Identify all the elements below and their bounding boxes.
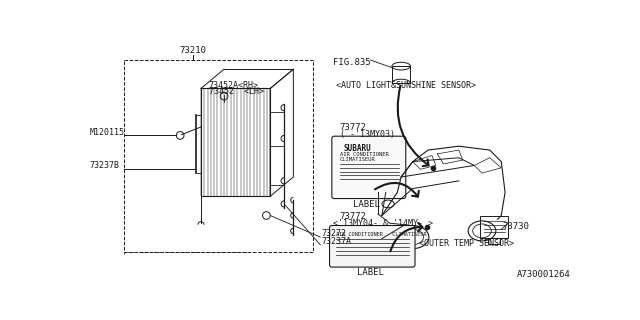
Bar bbox=[488, 238, 500, 244]
Text: ( -'13MY03): ( -'13MY03) bbox=[340, 130, 394, 139]
Text: CLIMATISEUR: CLIMATISEUR bbox=[340, 157, 375, 162]
FancyBboxPatch shape bbox=[332, 136, 406, 198]
Text: LABEL: LABEL bbox=[357, 268, 384, 277]
Text: 73772: 73772 bbox=[340, 123, 367, 132]
Text: 73237B: 73237B bbox=[90, 161, 119, 170]
Text: 73210: 73210 bbox=[180, 46, 207, 55]
Text: AIR CONDITIONER: AIR CONDITIONER bbox=[340, 152, 388, 156]
Text: 73452A<RH>: 73452A<RH> bbox=[209, 81, 259, 90]
Text: 73730: 73730 bbox=[503, 222, 530, 231]
Text: SUBARU: SUBARU bbox=[344, 144, 371, 153]
Text: <AUTO LIGHT&SUNSHINE SENSOR>: <AUTO LIGHT&SUNSHINE SENSOR> bbox=[336, 81, 476, 90]
FancyBboxPatch shape bbox=[330, 226, 415, 267]
Text: 73272: 73272 bbox=[322, 229, 347, 238]
Text: <'13MY04- & '14MY- >: <'13MY04- & '14MY- > bbox=[333, 219, 433, 228]
Text: <OUTER TEMP SENSOR>: <OUTER TEMP SENSOR> bbox=[419, 239, 514, 248]
Text: FIG.835: FIG.835 bbox=[333, 58, 371, 67]
Text: 73452  <LH>: 73452 <LH> bbox=[209, 87, 264, 96]
Text: 73237A: 73237A bbox=[322, 237, 352, 246]
Text: LABEL: LABEL bbox=[353, 200, 380, 209]
Bar bbox=[124, 60, 312, 252]
Text: A730001264: A730001264 bbox=[517, 270, 570, 279]
Bar bbox=[481, 216, 508, 238]
Text: M120115: M120115 bbox=[90, 128, 124, 137]
Text: AIR CONDITIONER   CLIMATISEUR: AIR CONDITIONER CLIMATISEUR bbox=[336, 232, 426, 237]
Text: 73772: 73772 bbox=[340, 212, 367, 221]
